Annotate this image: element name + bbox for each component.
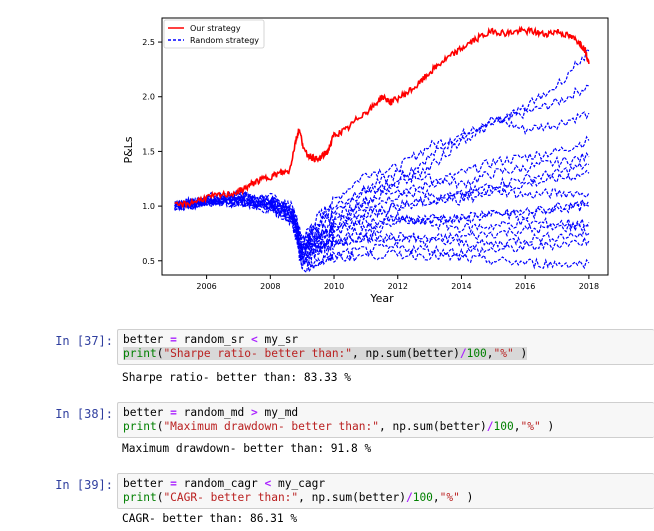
random-strategy-line xyxy=(174,195,590,265)
code-input[interactable]: better = random_cagr < my_cagr print("CA… xyxy=(117,473,654,509)
code-text: better = random_sr < my_sr print("Sharpe… xyxy=(123,333,528,360)
notebook-cell-39[interactable]: In [39]: better = random_cagr < my_cagr … xyxy=(0,473,654,531)
pnl-chart: 2006 2008 2010 2012 2014 2016 2018 0.5 1.0 1.5 2.0… xyxy=(122,17,609,305)
cell-output: Maximum drawdown- better than: 91.8 % xyxy=(122,442,372,455)
legend-label-random: Random strategy xyxy=(190,36,259,45)
y-tick-label: 1.5 xyxy=(142,147,155,156)
x-tick-label: 2008 xyxy=(260,282,280,291)
x-tick-label: 2016 xyxy=(515,282,535,291)
x-tick-label: 2018 xyxy=(579,282,599,291)
random-strategy-line xyxy=(174,194,590,260)
plot-frame xyxy=(161,17,609,276)
cell-output: Sharpe ratio- better than: 83.33 % xyxy=(122,371,352,384)
random-strategy-line xyxy=(174,151,590,247)
legend-label-our: Our strategy xyxy=(190,24,241,33)
x-tick-label: 2012 xyxy=(388,282,408,291)
random-strategy-line xyxy=(174,84,590,260)
our-strategy-line xyxy=(174,25,590,210)
x-axis-label: Year xyxy=(369,292,394,305)
random-strategy-line xyxy=(174,197,590,274)
cell-prompt: In [39]: xyxy=(55,478,113,492)
random-strategy-line xyxy=(174,161,590,266)
notebook-cell-38[interactable]: In [38]: better = random_md > my_md prin… xyxy=(0,402,654,462)
x-tick-label: 2010 xyxy=(324,282,344,291)
y-tick-label: 0.5 xyxy=(142,257,155,266)
random-strategy-line xyxy=(174,195,590,255)
random-strategy-line xyxy=(174,193,590,250)
code-input[interactable]: better = random_sr < my_sr print("Sharpe… xyxy=(117,329,654,365)
code-input[interactable]: better = random_md > my_md print("Maximu… xyxy=(117,402,654,438)
code-text: better = random_cagr < my_cagr print("CA… xyxy=(123,477,474,504)
y-tick-label: 2.0 xyxy=(142,93,155,102)
random-strategy-line xyxy=(174,198,590,270)
cell-prompt: In [38]: xyxy=(55,407,113,421)
legend: Our strategy Random strategy xyxy=(163,19,265,49)
x-tick-label: 2006 xyxy=(196,282,216,291)
notebook-cell-37[interactable]: In [37]: better = random_sr < my_sr prin… xyxy=(0,329,654,389)
y-tick-label: 1.0 xyxy=(142,202,155,211)
random-strategy-line xyxy=(174,111,590,242)
random-strategy-line xyxy=(174,169,590,243)
cell-prompt: In [37]: xyxy=(55,334,113,348)
code-text: better = random_md > my_md print("Maximu… xyxy=(123,406,555,433)
y-axis-label: P&Ls xyxy=(122,136,135,163)
cell-output: CAGR- better than: 86.31 % xyxy=(122,512,298,525)
y-tick-label: 2.5 xyxy=(142,38,155,47)
x-tick-label: 2014 xyxy=(451,282,471,291)
